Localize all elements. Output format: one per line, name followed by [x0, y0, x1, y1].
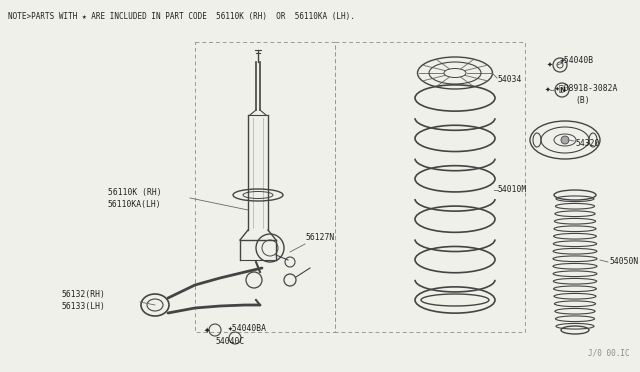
Text: ✦54040B: ✦54040B: [560, 55, 594, 64]
Text: 56133(LH): 56133(LH): [62, 302, 106, 311]
Text: ✦: ✦: [547, 62, 553, 68]
Text: 56127N: 56127N: [305, 234, 334, 243]
Text: 56110KA(LH): 56110KA(LH): [108, 199, 162, 208]
Bar: [195, 42, 335, 332]
Text: ✦Ⓝ08918-3082A: ✦Ⓝ08918-3082A: [555, 83, 618, 93]
Text: N: N: [559, 87, 565, 93]
Text: 54320: 54320: [575, 138, 600, 148]
Bar: [335, 42, 525, 332]
Circle shape: [561, 136, 569, 144]
Text: (B): (B): [575, 96, 589, 105]
Text: 56132(RH): 56132(RH): [62, 291, 106, 299]
Text: 56110K (RH): 56110K (RH): [108, 187, 162, 196]
Text: ✦: ✦: [545, 87, 551, 93]
Text: NOTE>PARTS WITH ★ ARE INCLUDED IN PART CODE  56110K (RH)  OR  56110KA (LH).: NOTE>PARTS WITH ★ ARE INCLUDED IN PART C…: [8, 12, 355, 21]
Text: 54034: 54034: [498, 76, 522, 84]
Text: ✦: ✦: [204, 326, 210, 334]
Text: 54040C: 54040C: [215, 337, 244, 346]
Text: 54050N: 54050N: [610, 257, 639, 266]
Text: J/0 00.IC: J/0 00.IC: [588, 349, 630, 358]
Text: ✦54040BA: ✦54040BA: [228, 324, 267, 333]
Text: 54010M: 54010M: [498, 186, 527, 195]
